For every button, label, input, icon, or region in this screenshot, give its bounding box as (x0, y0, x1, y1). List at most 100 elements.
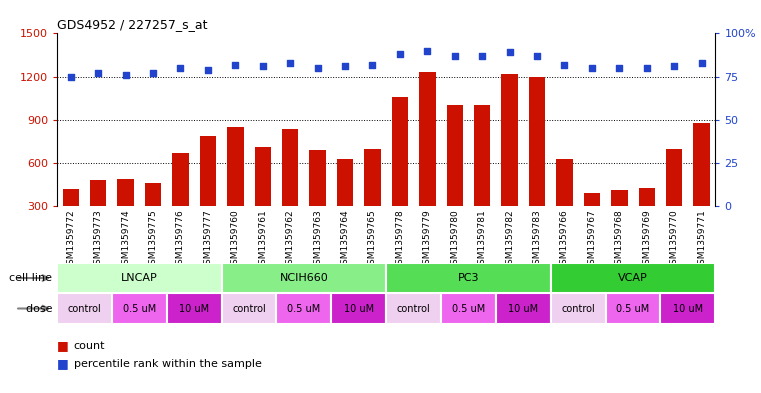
Point (339, 63, 351, 70)
Bar (167, 293, 221, 324)
Point (147, 70, 159, 76)
Text: 10 uM: 10 uM (344, 303, 374, 314)
Text: control: control (68, 303, 101, 314)
Text: ■: ■ (57, 357, 73, 370)
Bar (112, 293, 167, 324)
Text: cell line: cell line (9, 273, 56, 283)
Bar (447, 105, 463, 206)
Text: VCAP: VCAP (618, 273, 648, 283)
Text: GSM1359765: GSM1359765 (368, 209, 377, 270)
Point (174, 65, 186, 71)
Text: LNCAP: LNCAP (121, 273, 158, 283)
Point (449, 53, 461, 59)
Point (311, 65, 323, 71)
Text: GSM1359767: GSM1359767 (587, 209, 597, 270)
Text: GDS4952 / 227257_s_at: GDS4952 / 227257_s_at (57, 18, 208, 31)
Text: 0.5 uM: 0.5 uM (123, 303, 156, 314)
Point (476, 53, 489, 59)
Text: 0.5 uM: 0.5 uM (452, 303, 485, 314)
Bar (172, 153, 189, 206)
Bar (496, 293, 551, 324)
Point (256, 63, 269, 70)
Point (202, 66, 214, 73)
Bar (221, 263, 386, 293)
Bar (529, 77, 546, 206)
Text: GSM1359781: GSM1359781 (478, 209, 487, 270)
Text: GSM1359760: GSM1359760 (231, 209, 240, 270)
Bar (57, 263, 221, 293)
Bar (386, 293, 441, 324)
Point (668, 63, 680, 70)
Bar (145, 183, 161, 206)
Bar (392, 97, 408, 206)
Text: GSM1359783: GSM1359783 (533, 209, 542, 270)
Text: GSM1359768: GSM1359768 (615, 209, 624, 270)
Point (641, 65, 653, 71)
Point (284, 60, 296, 66)
Bar (661, 293, 715, 324)
Point (119, 72, 132, 78)
Text: GSM1359770: GSM1359770 (670, 209, 679, 270)
Text: count: count (74, 341, 105, 351)
Text: control: control (562, 303, 595, 314)
Bar (365, 149, 380, 206)
Text: GSM1359762: GSM1359762 (285, 209, 295, 270)
Bar (666, 149, 683, 206)
Point (613, 65, 626, 71)
Bar (310, 150, 326, 206)
Text: GSM1359774: GSM1359774 (121, 209, 130, 270)
Bar (227, 127, 244, 206)
Bar (331, 293, 386, 324)
Point (531, 53, 543, 59)
Text: NCIH660: NCIH660 (279, 273, 328, 283)
Text: percentile rank within the sample: percentile rank within the sample (74, 358, 262, 369)
Bar (556, 159, 573, 206)
Bar (551, 263, 715, 293)
Point (422, 48, 434, 54)
Text: GSM1359777: GSM1359777 (203, 209, 212, 270)
Bar (693, 123, 710, 206)
Text: GSM1359764: GSM1359764 (341, 209, 349, 270)
Point (696, 60, 708, 66)
Point (229, 61, 241, 68)
Bar (474, 105, 490, 206)
Bar (199, 136, 216, 206)
Text: GSM1359780: GSM1359780 (451, 209, 460, 270)
Point (394, 51, 406, 57)
Text: GSM1359766: GSM1359766 (560, 209, 569, 270)
Bar (501, 74, 517, 206)
Text: control: control (232, 303, 266, 314)
Bar (337, 159, 353, 206)
Text: PC3: PC3 (457, 273, 479, 283)
Text: 10 uM: 10 uM (508, 303, 539, 314)
Point (65, 73, 77, 80)
Text: 0.5 uM: 0.5 uM (288, 303, 320, 314)
Point (559, 61, 571, 68)
Text: GSM1359769: GSM1359769 (642, 209, 651, 270)
Text: GSM1359771: GSM1359771 (697, 209, 706, 270)
Bar (606, 293, 661, 324)
Text: dose: dose (26, 303, 56, 314)
Bar (282, 129, 298, 206)
Text: GSM1359773: GSM1359773 (94, 209, 103, 270)
Bar (441, 293, 496, 324)
Bar (90, 180, 107, 206)
Text: 0.5 uM: 0.5 uM (616, 303, 650, 314)
Bar (638, 187, 655, 206)
Bar (551, 293, 606, 324)
Point (504, 49, 516, 55)
Bar (419, 72, 435, 206)
Point (366, 61, 378, 68)
Bar (57, 293, 112, 324)
Text: GSM1359776: GSM1359776 (176, 209, 185, 270)
Text: GSM1359761: GSM1359761 (258, 209, 267, 270)
Bar (276, 293, 331, 324)
Bar (611, 191, 628, 206)
Text: GSM1359778: GSM1359778 (396, 209, 404, 270)
Text: GSM1359763: GSM1359763 (313, 209, 322, 270)
Bar (62, 189, 79, 206)
Text: GSM1359782: GSM1359782 (505, 209, 514, 270)
Text: control: control (396, 303, 431, 314)
Bar (221, 293, 276, 324)
Bar (386, 263, 551, 293)
